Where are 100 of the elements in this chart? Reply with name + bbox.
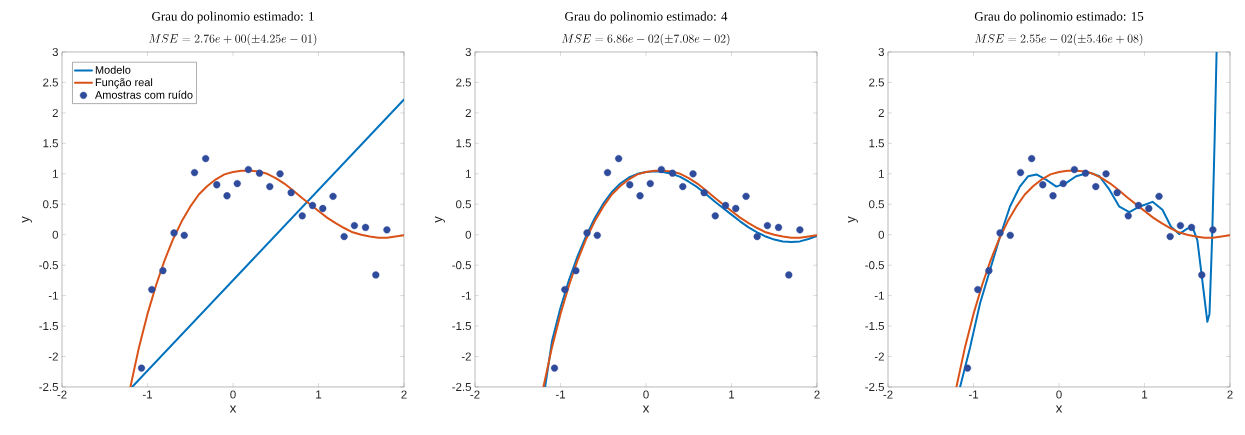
point (1113, 189, 1121, 197)
x-tick-label: -1 (555, 390, 566, 399)
y-tick-label: 2 (465, 108, 471, 117)
y-tick-label: -1.5 (865, 322, 885, 331)
point (963, 364, 972, 372)
y-tick-label: 0 (465, 230, 472, 239)
y-tick-label: 1 (878, 169, 884, 178)
point (223, 192, 231, 200)
point (1198, 271, 1206, 279)
point (753, 232, 761, 241)
point (657, 165, 665, 174)
point (1145, 204, 1153, 213)
point (372, 271, 380, 279)
point (774, 223, 783, 231)
point (550, 364, 559, 372)
point (159, 267, 167, 275)
point (1166, 232, 1174, 241)
y-tick-label: -0.5 (39, 261, 59, 270)
y-axis-title: y (848, 216, 858, 223)
y-tick-label: -0.5 (865, 261, 885, 270)
point (180, 231, 188, 239)
y-axis-title: y (435, 216, 445, 223)
legend-label: Modelo (95, 65, 131, 74)
x-tick-label: -1 (142, 390, 153, 399)
x-tick-label: -1 (968, 390, 979, 399)
point (170, 229, 178, 237)
point (561, 285, 569, 294)
point (668, 169, 677, 177)
y-tick-label: -2.5 (39, 382, 59, 392)
point (742, 192, 750, 200)
x-tick-label: 2 (1227, 390, 1233, 399)
point (689, 170, 697, 178)
point (1006, 231, 1014, 239)
y-tick-label: 0.5 (869, 200, 885, 209)
point (340, 232, 348, 241)
y-tick-label: -1 (874, 291, 884, 300)
point (287, 189, 295, 197)
point (329, 192, 337, 200)
x-tick-label: 2 (401, 390, 407, 399)
y-tick-label: -2 (874, 352, 884, 361)
y-tick-label: 2.5 (43, 78, 59, 87)
point (593, 231, 601, 239)
point (1016, 168, 1025, 177)
point (361, 223, 370, 231)
point (796, 226, 804, 234)
y-tick-label: 0.5 (43, 200, 59, 209)
x-tick-label: 0 (1056, 390, 1062, 399)
y-tick-label: 1.5 (869, 139, 885, 148)
point (1124, 212, 1132, 220)
point (1081, 169, 1090, 177)
point (615, 154, 623, 163)
x-tick-label: 0 (230, 390, 236, 399)
y-tick-label: -2 (48, 352, 58, 361)
legend-label: Função real (95, 78, 153, 89)
point (732, 204, 740, 213)
y-tick-label: -2 (461, 352, 471, 361)
x-tick-label: 2 (814, 390, 820, 399)
y-tick-label: 3 (52, 47, 58, 57)
point (319, 204, 327, 213)
y-tick-label: 3 (465, 47, 471, 57)
y-tick-label: 2.5 (456, 78, 472, 87)
y-tick-label: 2 (52, 108, 58, 117)
point (244, 165, 252, 174)
point (190, 168, 199, 177)
point (1070, 165, 1078, 174)
point (785, 271, 793, 279)
point (1049, 192, 1057, 200)
point (603, 168, 612, 177)
y-tick-label: -2.5 (452, 382, 472, 392)
y-tick-label: 0 (878, 230, 885, 239)
point (255, 169, 264, 177)
point (308, 201, 317, 210)
point (1102, 170, 1110, 178)
point (202, 154, 210, 163)
x-tick-label: 1 (1142, 390, 1148, 399)
y-tick-label: -0.5 (452, 261, 472, 270)
y-tick-label: 1 (466, 169, 471, 178)
point (974, 285, 982, 294)
chart-title: Grau do polinomio estimado: 15 (974, 11, 1144, 24)
y-tick-label: 0.5 (456, 200, 472, 209)
point (1209, 226, 1217, 234)
point (996, 229, 1004, 237)
point (266, 182, 274, 191)
point (1039, 181, 1047, 189)
point (763, 221, 772, 230)
x-tick-label: 1 (316, 390, 322, 399)
point (233, 179, 241, 188)
x-axis-title: x (642, 405, 650, 413)
point (383, 226, 391, 234)
y-tick-label: 2 (878, 108, 884, 117)
chart-subtitle: $MSE = 2.76e+00(\pm 4.25e-01)$ (149, 33, 317, 46)
chart-subtitle: $MSE = 2.55e-02(\pm 5.46e+08)$ (975, 33, 1143, 46)
point (1187, 223, 1196, 231)
point (350, 221, 359, 230)
point (679, 182, 687, 191)
y-tick-label: -1.5 (452, 322, 472, 331)
y-axis-title: y (22, 216, 32, 223)
y-tick-label: -1 (48, 291, 58, 300)
chart-subtitle: $MSE = 6.86e-02(\pm 7.08e-02)$ (562, 33, 730, 46)
point (1059, 179, 1067, 188)
